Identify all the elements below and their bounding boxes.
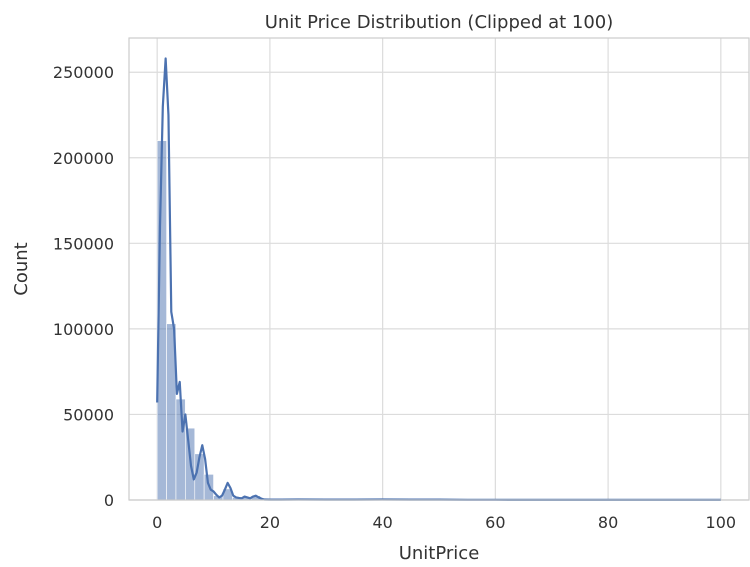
- y-tick-label: 200000: [53, 149, 114, 168]
- plot-area: [129, 38, 749, 500]
- y-tick-label: 150000: [53, 234, 114, 253]
- y-tick-label: 100000: [53, 320, 114, 339]
- y-tick-labels: 0 50000 100000 150000 200000 250000: [53, 63, 114, 510]
- x-tick-labels: 0 20 40 60 80 100: [152, 513, 736, 532]
- y-axis-label: Count: [11, 242, 32, 295]
- y-tick-label: 250000: [53, 63, 114, 82]
- plot-border: [128, 37, 750, 501]
- x-tick-label: 0: [152, 513, 162, 532]
- x-tick-label: 100: [706, 513, 737, 532]
- x-tick-label: 40: [372, 513, 392, 532]
- x-tick-label: 60: [485, 513, 505, 532]
- x-tick-label: 20: [260, 513, 280, 532]
- x-tick-label: 80: [598, 513, 618, 532]
- y-tick-label: 50000: [63, 405, 114, 424]
- x-axis-label: UnitPrice: [399, 543, 480, 564]
- y-tick-label: 0: [104, 491, 114, 510]
- chart-title: Unit Price Distribution (Clipped at 100): [265, 12, 614, 33]
